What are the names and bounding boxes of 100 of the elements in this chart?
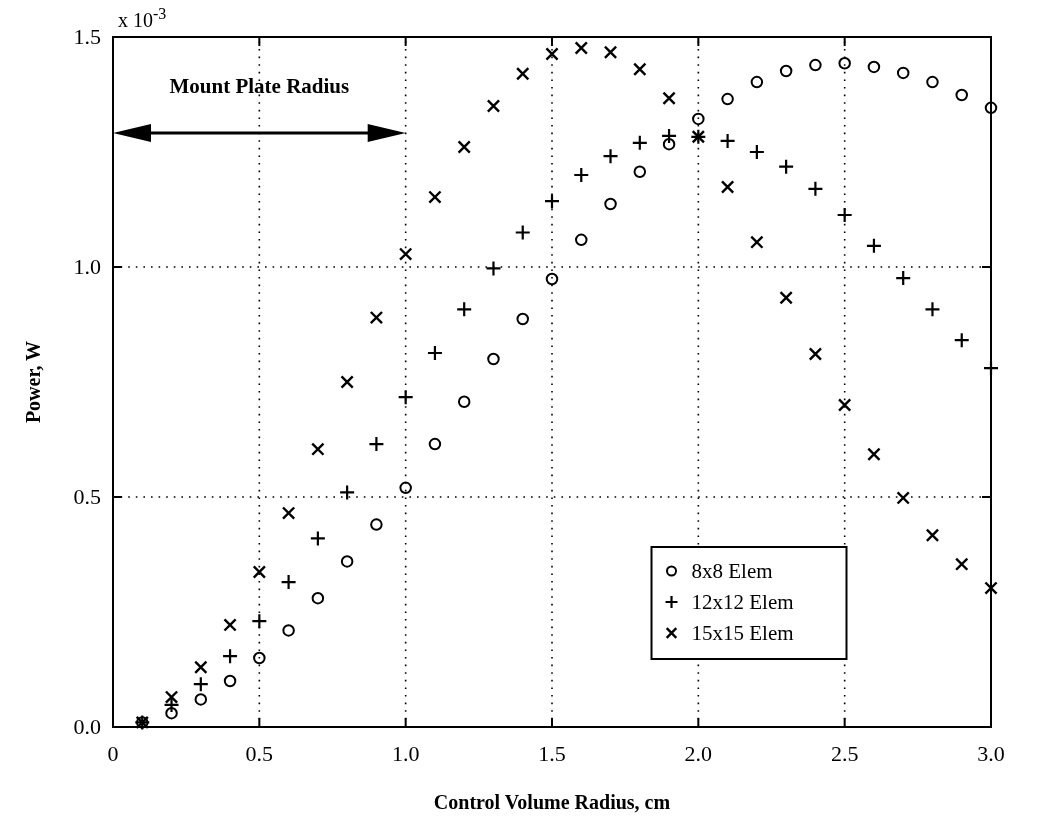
point	[369, 310, 384, 325]
x-tick-label: 1.5	[538, 741, 566, 766]
point	[457, 395, 471, 409]
point	[282, 624, 295, 637]
point	[924, 301, 941, 318]
point	[545, 272, 559, 286]
point	[778, 158, 795, 175]
point	[397, 389, 414, 406]
point	[164, 690, 179, 704]
point	[165, 706, 178, 720]
point	[311, 591, 325, 605]
point	[309, 530, 326, 547]
point	[428, 190, 442, 204]
point	[575, 233, 588, 247]
point	[340, 375, 354, 389]
point	[426, 344, 444, 362]
point	[515, 67, 530, 81]
point	[252, 565, 267, 579]
y-axis-title: Power, W	[22, 340, 44, 424]
y-tick-label: 1.5	[73, 24, 101, 49]
x-axis-title: Control Volume Radius, cm	[433, 791, 671, 813]
point	[573, 166, 590, 184]
point	[750, 235, 764, 249]
point	[311, 442, 325, 456]
point	[925, 528, 940, 542]
point	[543, 193, 561, 210]
x-tick-label: 0	[107, 741, 119, 766]
point	[692, 112, 705, 126]
point	[779, 64, 793, 78]
point	[720, 180, 735, 194]
point	[368, 436, 385, 453]
point	[865, 237, 883, 254]
point	[223, 618, 237, 632]
point	[954, 557, 969, 571]
point	[221, 648, 239, 665]
point	[457, 140, 471, 154]
point	[253, 651, 266, 665]
point	[896, 66, 910, 80]
point	[809, 58, 822, 72]
x-tick-label: 3.0	[977, 741, 1005, 766]
point	[984, 101, 998, 115]
point	[750, 75, 764, 89]
y-tick-label: 0.0	[73, 714, 101, 739]
x-tick-label: 0.5	[245, 741, 274, 766]
y-tick-label: 1.0	[73, 254, 101, 279]
point	[748, 143, 765, 161]
point	[398, 247, 413, 261]
point	[428, 437, 442, 451]
point	[223, 674, 237, 688]
point	[633, 165, 647, 179]
legend-label: 15x15 Elem	[691, 621, 794, 645]
legend-label: 8x8 Elem	[691, 559, 773, 583]
point	[251, 613, 268, 630]
annotation: Mount Plate Radius	[169, 74, 350, 98]
point	[194, 660, 208, 674]
point	[662, 137, 676, 151]
point	[896, 491, 910, 505]
point	[456, 301, 473, 318]
point	[867, 60, 881, 74]
point	[779, 291, 793, 305]
point	[514, 224, 531, 241]
point	[867, 447, 881, 462]
point	[485, 260, 502, 277]
point	[807, 180, 824, 197]
y-tick-label: 0.5	[73, 484, 101, 509]
legend-label: 12x12 Elem	[691, 590, 794, 614]
text: x 10$^{-3}$	[118, 4, 167, 31]
point	[545, 47, 559, 61]
point	[340, 555, 354, 568]
point	[895, 269, 912, 287]
point	[399, 481, 412, 495]
point	[631, 134, 648, 151]
point	[955, 88, 968, 102]
point	[838, 56, 851, 70]
point	[370, 518, 383, 531]
point	[603, 45, 618, 59]
point	[660, 127, 678, 144]
point	[662, 91, 676, 105]
point	[721, 92, 734, 106]
point	[984, 581, 998, 595]
point	[982, 360, 1000, 377]
point	[953, 332, 970, 349]
point	[808, 347, 823, 361]
point	[487, 352, 500, 366]
x-tick-label: 2.5	[830, 741, 859, 766]
point	[194, 693, 208, 706]
point	[836, 206, 853, 224]
point	[719, 132, 736, 150]
x-tick-label: 1.0	[391, 741, 420, 766]
point	[192, 676, 209, 693]
point	[516, 312, 529, 326]
point	[633, 62, 647, 76]
point	[163, 696, 180, 714]
x-tick-label: 2.0	[684, 741, 713, 766]
point	[837, 398, 852, 412]
point	[281, 506, 296, 520]
point	[602, 148, 619, 165]
point	[604, 197, 617, 211]
point	[339, 484, 356, 501]
point	[486, 99, 501, 113]
